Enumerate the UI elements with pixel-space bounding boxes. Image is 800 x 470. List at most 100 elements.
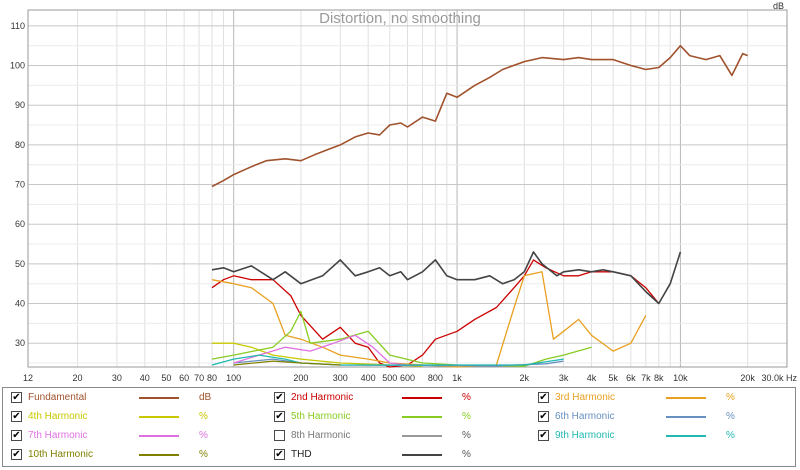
legend-unit: %: [462, 392, 471, 403]
x-tick-label: 20k: [740, 373, 755, 383]
x-tick-label: 80: [207, 373, 217, 383]
distortion-chart: Distortion, no smoothing dB 304050607080…: [10, 1, 798, 383]
x-tick-label: 6k: [626, 373, 636, 383]
x-tick-label: 800: [428, 373, 443, 383]
legend-item-fundamental: ✔ Fundamental dB: [11, 390, 251, 406]
legend-swatch: [666, 397, 706, 399]
x-tick-label: 1k: [452, 373, 462, 383]
x-tick-label: 4k: [587, 373, 597, 383]
y-axis-unit-label: dB: [773, 1, 784, 11]
legend-label: 4th Harmonic: [28, 411, 88, 422]
legend-swatch: [666, 435, 706, 437]
legend-swatch: [139, 435, 179, 437]
x-tick-label: 7k: [641, 373, 651, 383]
legend-swatch: [666, 416, 706, 418]
legend-unit: %: [462, 430, 471, 441]
legend-label: 8th Harmonic: [291, 430, 351, 441]
y-tick-label: 100: [10, 61, 25, 71]
y-tick-labels: 30 40 50 60 70 80 90 100 110: [10, 21, 25, 348]
legend-label: 7th Harmonic: [28, 430, 88, 441]
legend-unit: %: [462, 449, 471, 460]
x-tick-label: 2k: [520, 373, 530, 383]
legend-label: 2nd Harmonic: [291, 392, 354, 403]
x-tick-label: 5k: [608, 373, 618, 383]
legend-label: 6th Harmonic: [555, 411, 615, 422]
y-tick-label: 60: [15, 219, 25, 229]
x-tick-label: 600: [400, 373, 415, 383]
y-tick-label: 30: [15, 338, 25, 348]
legend-checkbox-10th-harmonic[interactable]: ✔: [11, 449, 22, 460]
y-tick-label: 70: [15, 180, 25, 190]
legend-checkbox-4th-harmonic[interactable]: ✔: [11, 411, 22, 422]
x-tick-label: 12: [23, 373, 33, 383]
legend-unit: %: [199, 449, 208, 460]
legend-checkbox-fundamental[interactable]: ✔: [11, 392, 22, 403]
legend-checkbox-7th-harmonic[interactable]: ✔: [11, 430, 22, 441]
x-tick-labels: 12 20 30 40 50 60 70 80 100 200 300 400 500 600 800 1k 2…: [23, 373, 797, 383]
legend-item-8th-harmonic: 8th Harmonic%: [274, 428, 514, 444]
legend-checkbox-9th-harmonic[interactable]: ✔: [538, 430, 549, 441]
legend-item-9th-harmonic: ✔ 9th Harmonic%: [538, 428, 778, 444]
legend-label: Fundamental: [28, 392, 87, 403]
legend-item-thd: ✔ THD%: [274, 447, 514, 463]
x-tick-label: 300: [333, 373, 348, 383]
plot-frame: [27, 9, 788, 368]
legend-label: THD: [291, 449, 312, 460]
legend-panel: ✔ Fundamental dB ✔ 2nd Harmonic% ✔ 3rd Harmoni…: [2, 387, 796, 467]
series-line-7th-harmonic: [233, 334, 408, 366]
legend-item-3rd-harmonic: ✔ 3rd Harmonic%: [538, 390, 778, 406]
legend-item-6th-harmonic: ✔ 6th Harmonic%: [538, 409, 778, 425]
y-tick-label: 40: [15, 299, 25, 309]
legend-checkbox-thd[interactable]: ✔: [274, 449, 285, 460]
legend-unit: %: [462, 411, 471, 422]
y-tick-label: 50: [15, 259, 25, 269]
chart-title: Distortion, no smoothing: [319, 10, 481, 27]
legend-item-4th-harmonic: ✔ 4th Harmonic%: [11, 409, 251, 425]
x-grid: [77, 10, 749, 367]
legend-swatch: [139, 397, 179, 399]
legend-swatch: [402, 416, 442, 418]
x-tick-label: 60: [179, 373, 189, 383]
x-tick-label: 200: [293, 373, 308, 383]
legend-unit: %: [726, 392, 735, 403]
legend-unit: %: [199, 430, 208, 441]
legend-item-5th-harmonic: ✔ 5th Harmonic%: [274, 409, 514, 425]
legend-swatch: [139, 454, 179, 456]
x-tick-label: 30.0k Hz: [761, 373, 797, 383]
legend-checkbox-2nd-harmonic[interactable]: ✔: [274, 392, 285, 403]
legend-unit: %: [199, 411, 208, 422]
legend-swatch: [402, 397, 442, 399]
x-tick-label: 30: [112, 373, 122, 383]
x-tick-label: 40: [140, 373, 150, 383]
legend-unit: %: [726, 411, 735, 422]
y-tick-label: 80: [15, 140, 25, 150]
legend-label: 10th Harmonic: [28, 449, 94, 460]
legend-label: 3rd Harmonic: [555, 392, 616, 403]
legend-swatch: [402, 454, 442, 456]
legend-checkbox-6th-harmonic[interactable]: ✔: [538, 411, 549, 422]
series-line-10th-harmonic: [233, 360, 341, 366]
legend-item-10th-harmonic: ✔ 10th Harmonic%: [11, 447, 251, 463]
y-tick-label: 90: [15, 100, 25, 110]
x-tick-label: 70: [194, 373, 204, 383]
legend-checkbox-5th-harmonic[interactable]: ✔: [274, 411, 285, 422]
legend-checkbox-3rd-harmonic[interactable]: ✔: [538, 392, 549, 403]
series-line-2nd-harmonic: [211, 259, 660, 368]
x-tick-label: 3k: [559, 373, 569, 383]
series-line-5th-harmonic: [211, 310, 592, 367]
legend-swatch: [402, 435, 442, 437]
y-tick-label: 110: [11, 21, 25, 31]
legend-swatch: [139, 416, 179, 418]
x-tick-label: 100: [226, 373, 241, 383]
series-line-9th-harmonic: [211, 354, 564, 366]
legend-label: 9th Harmonic: [555, 430, 615, 441]
x-tick-label: 400: [361, 373, 376, 383]
x-tick-label: 50: [161, 373, 171, 383]
x-tick-label: 20: [73, 373, 83, 383]
legend-item-2nd-harmonic: ✔ 2nd Harmonic%: [274, 390, 514, 406]
y-grid: [28, 25, 787, 364]
series-line-3rd-harmonic: [211, 271, 647, 368]
series-lines: [211, 44, 748, 368]
legend-checkbox-8th-harmonic[interactable]: [274, 430, 285, 441]
legend-label: 5th Harmonic: [291, 411, 351, 422]
